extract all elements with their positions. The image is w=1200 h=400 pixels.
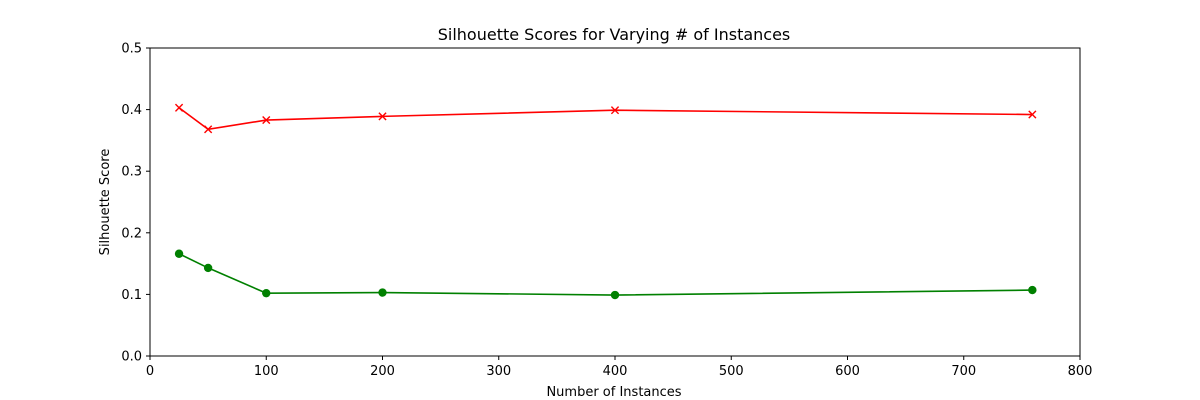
y-tick-label: 0.0 xyxy=(121,350,142,365)
series-0-point xyxy=(204,125,213,134)
x-tick-label: 800 xyxy=(1068,364,1093,379)
series-1-point xyxy=(174,249,184,258)
x-tick-label: 0 xyxy=(146,364,154,379)
x-tick-label: 700 xyxy=(951,364,976,379)
x-tick-label: 300 xyxy=(486,364,511,379)
series-1-point xyxy=(203,263,213,273)
chart-title: Silhouette Scores for Varying # of Insta… xyxy=(438,25,791,44)
series-1-point xyxy=(262,288,271,298)
y-tick-label: 0.4 xyxy=(121,103,142,118)
series-0-line xyxy=(178,107,1033,131)
series-0-point xyxy=(378,112,387,121)
series-1-point xyxy=(610,290,620,300)
y-tick-label: 0.3 xyxy=(121,165,142,180)
y-axis-label: Silhouette Score xyxy=(98,149,113,256)
y-tick-label: 0.2 xyxy=(121,226,142,241)
plot-area: 0 100 200 300 400 500 600 700 800 0.0 0.1 0.2 0.3 0.4… xyxy=(121,42,1092,380)
x-tick-label: 100 xyxy=(254,364,279,379)
x-axis-label: Number of Instances xyxy=(546,385,681,400)
x-tick-label: 500 xyxy=(719,364,744,379)
x-tick-label: 600 xyxy=(835,364,860,379)
series-1-point xyxy=(378,288,387,297)
series-0-point xyxy=(262,115,271,125)
series-1-line xyxy=(178,253,1033,296)
plot-frame xyxy=(149,47,1081,357)
series-1-point xyxy=(1028,285,1037,295)
x-tick-label: 200 xyxy=(370,364,395,379)
series-0-point xyxy=(174,103,184,112)
x-tick-label: 400 xyxy=(603,364,628,379)
series-0-point xyxy=(610,106,620,115)
y-tick-label: 0.1 xyxy=(121,288,142,303)
series-0-point xyxy=(1028,110,1037,119)
y-tick-label: 0.5 xyxy=(121,42,142,57)
